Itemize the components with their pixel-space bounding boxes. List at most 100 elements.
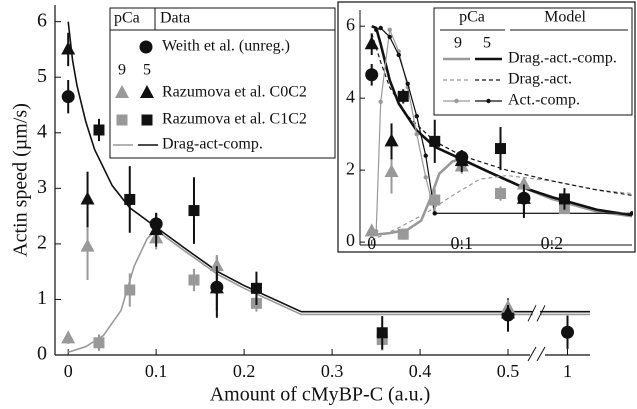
legend-marker xyxy=(140,85,154,98)
inset-x-tick-label: 0.2 xyxy=(541,233,564,253)
data-point xyxy=(384,133,399,147)
data-point xyxy=(80,191,95,205)
data-point xyxy=(61,90,75,104)
legend-marker xyxy=(139,40,153,54)
axis-break xyxy=(536,305,546,322)
inset-y-tick-label: 4 xyxy=(346,86,355,106)
data-point xyxy=(516,190,531,204)
x-tick-label: 0.3 xyxy=(321,361,344,381)
inset-legend-box xyxy=(433,7,633,116)
inset-y-tick-label: 6 xyxy=(346,14,355,34)
y-tick-label: 2 xyxy=(37,231,47,253)
data-point xyxy=(495,188,507,200)
data-point xyxy=(149,222,164,235)
y-tick-label: 5 xyxy=(37,65,47,87)
legend-pca: 5 xyxy=(143,62,151,79)
y-tick-label: 6 xyxy=(37,9,47,31)
data-point xyxy=(561,325,574,339)
data-point xyxy=(364,223,379,237)
data-point xyxy=(376,327,388,339)
x-tick-label: 0 xyxy=(64,361,73,381)
legend-dot xyxy=(486,98,491,104)
data-point xyxy=(365,68,379,82)
inset-x-tick-label: 0.1 xyxy=(451,233,474,253)
axis-break xyxy=(533,305,540,361)
data-point xyxy=(364,36,379,50)
legend-label: Weith et al. (unreg.) xyxy=(162,38,290,55)
model-dot xyxy=(405,81,410,86)
x-tick-label: 0.2 xyxy=(233,361,256,381)
y-tick-label: 0 xyxy=(37,343,47,365)
legend-pca: 9 xyxy=(454,35,462,52)
model-dot xyxy=(432,211,437,216)
data-point xyxy=(429,135,441,147)
legend-header: pCa xyxy=(459,9,485,26)
x-tick-label: 1 xyxy=(563,361,572,381)
data-point xyxy=(124,284,136,296)
legend-marker xyxy=(141,114,153,126)
x-tick-label: 0.5 xyxy=(497,361,520,381)
data-point xyxy=(516,176,531,190)
model-dot xyxy=(374,27,379,32)
legend-pca: 5 xyxy=(483,35,491,52)
legend-label: Razumova et al. C0C2 xyxy=(162,84,307,101)
legend-header: pCa xyxy=(114,10,140,27)
inset: 0 2 4 6 0 0.1 0.2 pCa Model 9 5 Drag.-act.-comp. Dra… xyxy=(337,1,636,253)
model-dot xyxy=(423,175,428,180)
axis-break xyxy=(536,346,546,362)
x-tick-label: 0.4 xyxy=(409,361,432,381)
inset-plot xyxy=(364,24,633,241)
legend-dot xyxy=(454,98,459,104)
legend-label: Drag-act-comp. xyxy=(162,136,263,153)
model-dot xyxy=(414,131,419,137)
model-dot xyxy=(423,153,428,158)
y-tick-label: 3 xyxy=(37,176,47,198)
data-point xyxy=(384,163,399,177)
legend-label: Razumova et al. C1C2 xyxy=(162,111,307,128)
legend-pca: 9 xyxy=(118,62,126,79)
data-point xyxy=(209,258,224,272)
data-point xyxy=(454,153,469,167)
data-point xyxy=(188,205,200,217)
axis-break xyxy=(527,346,537,362)
model-curve xyxy=(371,33,633,196)
data-point xyxy=(397,90,409,102)
data-point xyxy=(124,193,136,205)
legend-box xyxy=(109,7,336,159)
model-dot xyxy=(414,113,419,119)
model-dot xyxy=(387,27,392,32)
data-point xyxy=(93,337,105,349)
legend-label: Act.-comp. xyxy=(508,92,580,109)
y-tick-label: 4 xyxy=(37,120,47,142)
legend-label: Drag.-act.-comp. xyxy=(508,50,617,67)
inset-y-tick-label: 2 xyxy=(346,158,355,178)
model-curve xyxy=(67,21,590,313)
legend-marker xyxy=(115,85,129,98)
data-point xyxy=(80,238,95,252)
data-point xyxy=(61,41,76,55)
x-axis-label: Amount of cMyBP-C (a.u.) xyxy=(210,384,431,406)
data-point xyxy=(209,280,224,294)
inset-x-tick-label: 0 xyxy=(367,233,376,253)
data-point xyxy=(558,193,570,205)
data-point xyxy=(501,305,516,319)
model-dot xyxy=(378,25,383,31)
x-tick-label: 0.1 xyxy=(145,361,168,381)
data-point xyxy=(61,330,76,344)
data-point xyxy=(495,143,507,155)
legend-label: Drag.-act. xyxy=(508,71,572,88)
model-dot xyxy=(629,211,633,216)
legend-header: Data xyxy=(160,10,190,27)
legend-marker xyxy=(116,114,128,126)
data-point xyxy=(429,194,441,206)
data-point xyxy=(250,282,262,294)
data-point xyxy=(93,124,105,136)
y-axis-label: Actin speed (µm/s) xyxy=(10,103,32,257)
y-tick-label: 1 xyxy=(37,287,47,309)
data-point xyxy=(397,228,409,240)
model-dot xyxy=(387,34,392,40)
model-dot xyxy=(378,99,383,104)
legend-header: Model xyxy=(544,9,586,26)
model-dot xyxy=(396,52,401,58)
